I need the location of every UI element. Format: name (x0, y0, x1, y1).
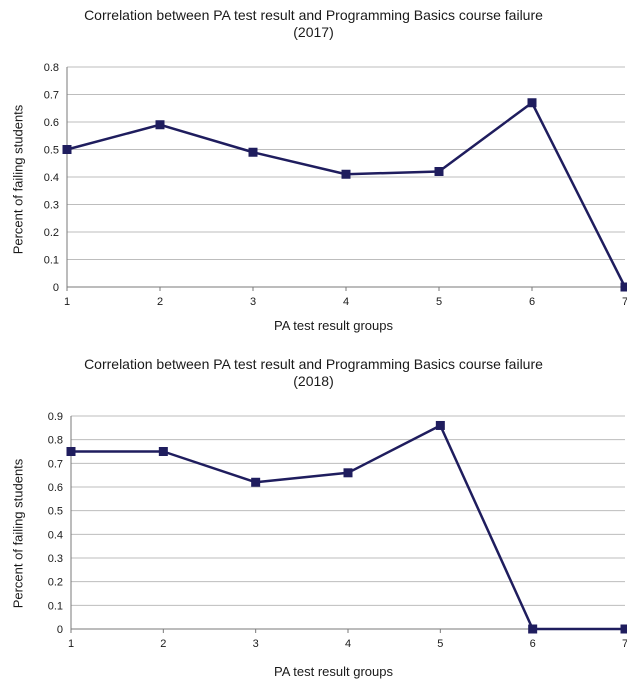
x-tick-label: 3 (250, 296, 256, 308)
y-tick-label: 0.1 (48, 600, 63, 612)
data-point-marker (66, 447, 76, 456)
chart-title: Correlation between PA test result and P… (0, 7, 627, 41)
x-tick-label: 7 (622, 638, 627, 650)
data-point-marker (620, 624, 627, 634)
y-tick-label: 0.4 (48, 529, 63, 541)
data-point-marker (343, 468, 353, 478)
y-tick-label: 0.2 (48, 577, 63, 589)
y-tick-label: 0 (53, 282, 59, 294)
x-tick-label: 3 (253, 638, 259, 650)
data-point-marker (158, 447, 168, 456)
x-tick-label: 2 (157, 296, 163, 308)
data-point-marker (251, 477, 261, 487)
x-tick-label: 2 (160, 638, 166, 650)
y-tick-label: 0.6 (44, 117, 59, 129)
y-tick-label: 0.8 (44, 62, 59, 74)
y-tick-label: 0 (57, 624, 63, 636)
y-tick-label: 0.4 (44, 172, 59, 184)
chart-title-main: Correlation between PA test result and P… (84, 356, 543, 372)
data-point-marker (62, 145, 72, 154)
data-point-marker (527, 98, 537, 108)
y-tick-label: 0.1 (44, 255, 59, 267)
data-point-marker (341, 169, 351, 179)
y-tick-label: 0.9 (48, 411, 63, 423)
chart-title-main: Correlation between PA test result and P… (84, 7, 543, 23)
x-axis-label: PA test result groups (274, 664, 393, 679)
data-point-marker (155, 120, 165, 130)
x-tick-label: 6 (530, 638, 536, 650)
line-chart-plot: 0 0.1 0.2 0.3 0.4 0.5 0.6 0.7 0.8 1 2 3 4 5 6 7 (44, 62, 627, 308)
x-tick-label: 1 (64, 296, 70, 308)
series-line (71, 424, 625, 631)
data-point-marker (434, 167, 444, 176)
chart-2018: Correlation between PA test result and P… (0, 344, 627, 687)
y-tick-label: 0.7 (48, 458, 63, 470)
chart-title: Correlation between PA test result and P… (0, 356, 627, 390)
x-tick-label: 1 (68, 638, 74, 650)
y-tick-label: 0.3 (48, 553, 63, 565)
x-axis-label: PA test result groups (274, 318, 393, 333)
data-point-marker (528, 624, 538, 634)
data-point-marker (248, 147, 258, 157)
y-tick-label: 0.6 (48, 482, 63, 494)
x-tick-label: 5 (437, 638, 443, 650)
line-chart-plot: 0 0.1 0.2 0.3 0.4 0.5 0.6 0.7 0.8 0.9 1 2 3 4 5 6 7 (48, 411, 627, 650)
x-tick-label: 7 (622, 296, 627, 308)
x-tick-label: 5 (436, 296, 442, 308)
y-tick-label: 0.2 (44, 227, 59, 239)
data-point-marker (620, 282, 627, 292)
x-tick-label: 6 (529, 296, 535, 308)
chart-2017: Correlation between PA test result and P… (0, 7, 627, 333)
y-tick-label: 0.5 (44, 145, 59, 157)
y-tick-label: 0.7 (44, 90, 59, 102)
x-tick-label: 4 (343, 296, 349, 308)
y-tick-label: 0.8 (48, 435, 63, 447)
chart-title-year: (2017) (293, 24, 334, 40)
y-tick-label: 0.3 (44, 200, 59, 212)
data-point-marker (435, 420, 445, 430)
x-tick-label: 4 (345, 638, 351, 650)
chart-title-year: (2018) (293, 373, 334, 389)
y-tick-label: 0.5 (48, 506, 63, 518)
